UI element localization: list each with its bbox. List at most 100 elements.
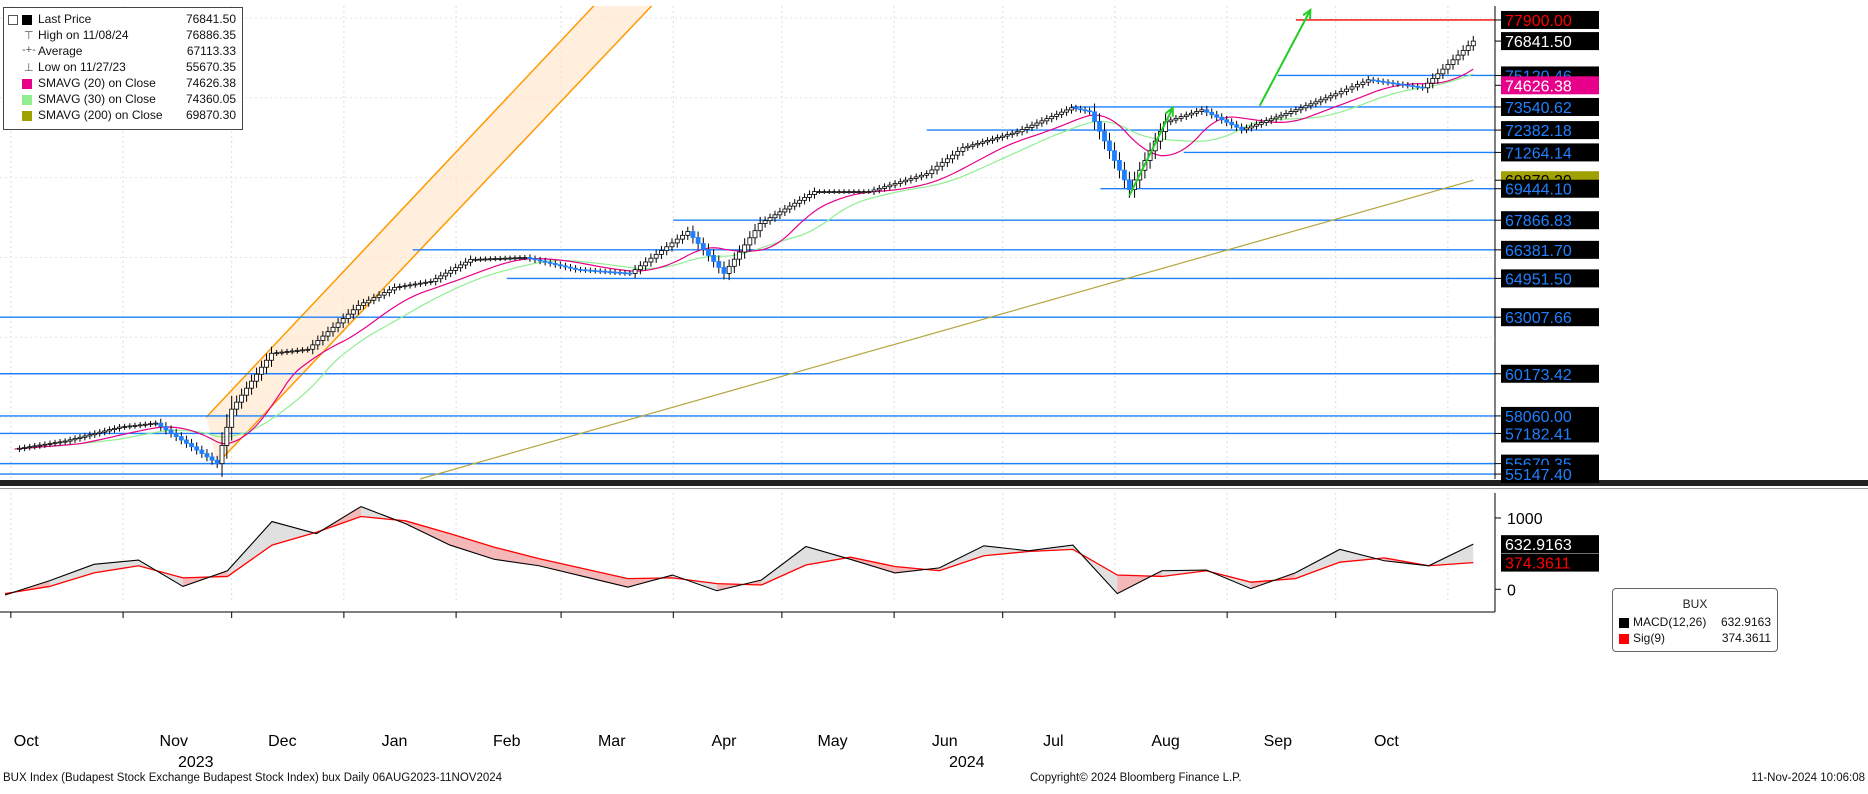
footer-timestamp: 11-Nov-2024 10:06:08	[1751, 772, 1865, 784]
candle-body	[386, 289, 392, 293]
candle-body	[305, 348, 311, 351]
x-month-label: Mar	[598, 733, 626, 750]
candle-body	[1323, 97, 1329, 101]
candle-body	[42, 443, 48, 446]
candle-body	[563, 265, 568, 268]
candle-body	[1278, 114, 1284, 118]
candle-body	[97, 431, 103, 434]
candle-body	[851, 191, 857, 194]
candle-body	[597, 270, 603, 273]
panel-divider-thin	[0, 488, 1868, 489]
candle-body	[762, 220, 768, 224]
legend-row-high: ⊤ High on 11/08/24 76886.35	[4, 28, 240, 44]
candle-body	[742, 244, 748, 253]
candle-body	[1440, 68, 1446, 75]
x-year-label: 2023	[178, 754, 214, 771]
x-month-label: Jul	[1043, 733, 1063, 750]
macd-legend-row-signal: Sig(9) 374.3611	[1619, 631, 1771, 647]
candle-body	[178, 436, 184, 441]
smavg30-swatch-icon	[22, 95, 32, 105]
candle-body	[482, 258, 488, 261]
legend-row-smavg30: SMAVG (30) on Close 74360.05	[4, 92, 240, 108]
x-month-label: Jan	[382, 733, 408, 750]
candle-body	[199, 449, 205, 454]
candle-body	[757, 223, 763, 232]
candle-body	[148, 423, 153, 426]
legend-row-low: ⊥ Low on 11/27/23 55670.35	[4, 60, 240, 76]
candle-body	[67, 439, 73, 442]
candle-body	[315, 340, 321, 346]
price-label: 63007.66	[1505, 310, 1572, 327]
legend-name: Last Price	[38, 12, 92, 26]
candle-body	[1239, 126, 1245, 131]
price-label-bg	[1501, 465, 1599, 484]
price-label: 76841.50	[1505, 34, 1572, 51]
candle-body	[887, 184, 893, 188]
macd-histogram-band	[93, 560, 139, 573]
candle-body	[752, 230, 758, 239]
candle-body	[669, 242, 675, 248]
legend-value: 69870.30	[185, 108, 236, 122]
candle-body	[310, 344, 316, 350]
trend-channel-fill	[206, 6, 652, 464]
candle-body	[1254, 123, 1259, 127]
candle-body	[836, 191, 842, 194]
macd-legend-value: 632.9163	[1720, 615, 1771, 629]
candle-body	[802, 197, 807, 201]
candle-body	[37, 444, 43, 447]
candle-body	[87, 434, 93, 437]
candle-body	[578, 269, 583, 271]
candle-body	[882, 186, 887, 189]
candle-body	[361, 302, 366, 306]
macd-histogram-band	[538, 558, 584, 577]
x-year-label: 2024	[949, 754, 985, 771]
candle-body	[335, 322, 341, 328]
candle-body	[841, 191, 847, 194]
candle-body	[1224, 119, 1230, 123]
candle-body	[209, 456, 215, 461]
candle-body	[826, 191, 832, 194]
macd-legend: BUX MACD(12,26) 632.9163 Sig(9) 374.3611	[1612, 588, 1778, 652]
candle-body	[913, 176, 919, 179]
candle-body	[1024, 126, 1030, 130]
candle-body	[1168, 119, 1174, 123]
candle-body	[1122, 169, 1127, 181]
macd-line	[4, 505, 1474, 596]
candle-body	[433, 278, 439, 282]
candle-body	[32, 445, 38, 448]
candle-body	[1049, 116, 1055, 120]
candle-body	[892, 183, 898, 186]
footer-description: BUX Index (Budapest Stock Exchange Budap…	[3, 772, 503, 784]
candle-body	[1395, 83, 1401, 85]
x-month-label: Oct	[14, 733, 39, 750]
x-month-label: Dec	[268, 733, 296, 750]
candle-body	[1349, 86, 1355, 90]
candle-body	[970, 144, 976, 147]
candle-body	[612, 271, 618, 274]
candle-body	[1400, 83, 1406, 86]
collapse-toggle-icon[interactable]	[8, 15, 18, 25]
candle-body	[1183, 114, 1189, 118]
average-marker-icon: -+-	[22, 44, 36, 56]
price-label: 67866.83	[1505, 213, 1572, 230]
candle-body	[17, 447, 22, 450]
candle-body	[797, 199, 803, 204]
candle-body	[366, 299, 372, 304]
candle-body	[1425, 82, 1431, 89]
candle-body	[568, 266, 573, 269]
candle-body	[487, 258, 493, 261]
candle-body	[1112, 150, 1117, 161]
candle-body	[731, 258, 737, 267]
candle-body	[234, 401, 240, 410]
price-label: 69444.10	[1505, 182, 1572, 199]
macd-histogram-band	[939, 545, 984, 571]
candle-body	[587, 269, 593, 272]
price-label: 60173.42	[1505, 367, 1572, 384]
candle-body	[428, 281, 434, 283]
candle-body	[117, 426, 122, 429]
candle-body	[1465, 45, 1471, 51]
candle-body	[279, 351, 285, 354]
candle-body	[102, 430, 108, 433]
candle-body	[62, 440, 68, 443]
candle-body	[1420, 86, 1426, 89]
